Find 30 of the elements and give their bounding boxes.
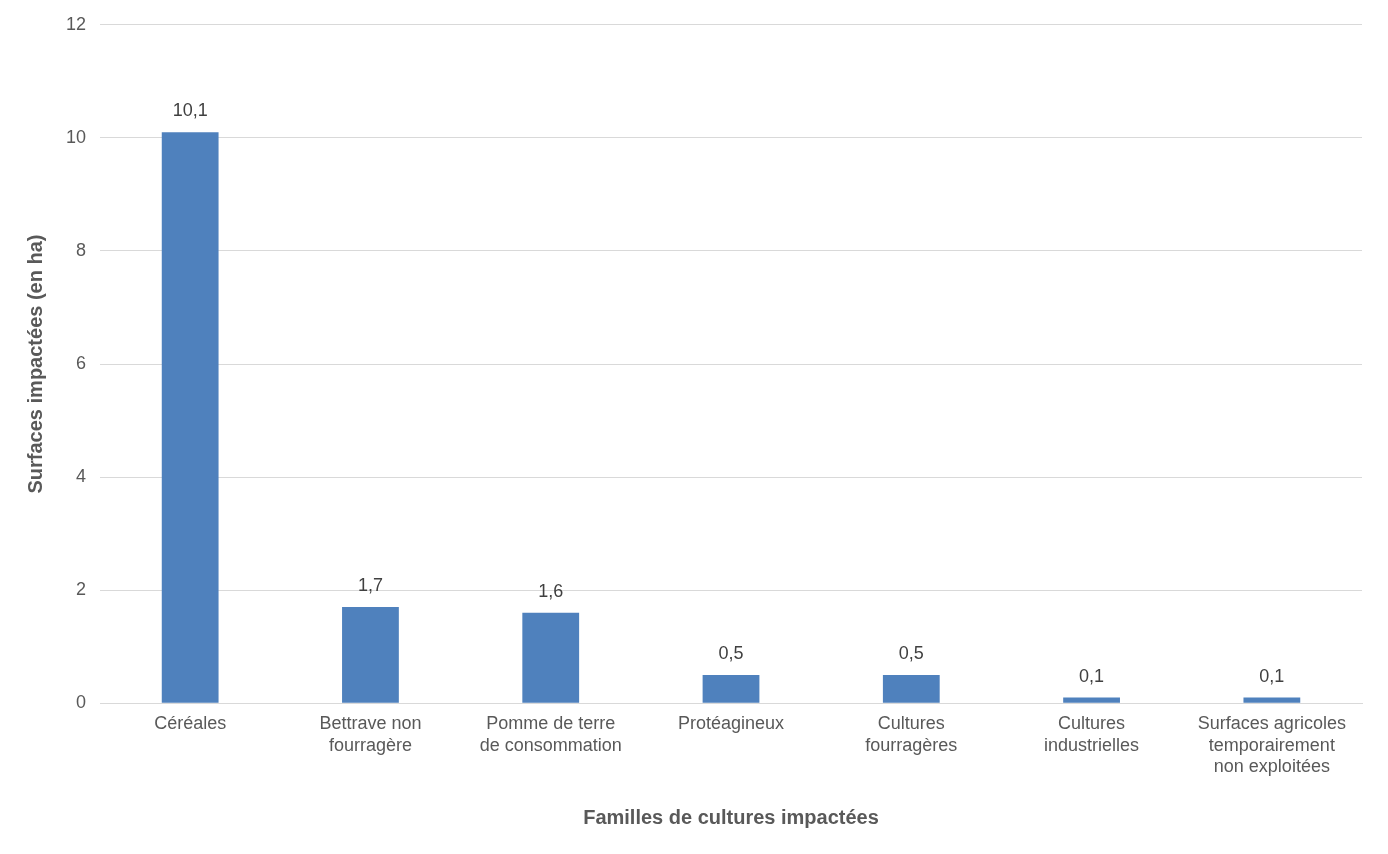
bar [342,607,399,703]
data-label: 1,7 [357,575,383,596]
data-label: 0,1 [1259,665,1285,686]
x-tick-label: Cultures industrielles [1044,712,1140,755]
data-label: 1,6 [538,580,564,601]
y-tick-label: 4 [76,466,87,487]
data-label: 0,5 [898,642,924,663]
x-tick-label: Céréales [154,712,227,733]
bar [702,674,760,703]
x-tick-label: Protéagineux [677,712,785,733]
bar [882,674,940,703]
y-tick-label: 2 [76,579,87,600]
bar [1063,697,1120,703]
x-tick-label: Bettrave non fourragère [319,712,422,755]
bar [522,612,580,703]
x-tick-label: Pomme de terre de consommation [479,712,622,755]
y-tick-label: 0 [76,692,87,713]
y-tick-label: 6 [76,352,87,373]
x-axis-title: Familles de cultures impactées [583,805,879,828]
x-tick-label: Surfaces agricoles temporairement non exploitées [1197,712,1346,777]
bar [161,132,219,703]
y-axis-title: Surfaces impactées (en ha) [23,234,46,494]
data-label: 0,1 [1079,665,1105,686]
data-label: 0,5 [718,642,744,663]
x-tick-label: Cultures fourragères [865,712,958,755]
y-tick-label: 8 [76,239,87,260]
y-tick-label: 10 [65,126,87,147]
y-tick-label: 12 [65,13,87,34]
bar [1243,697,1301,703]
data-label: 10,1 [172,100,208,121]
